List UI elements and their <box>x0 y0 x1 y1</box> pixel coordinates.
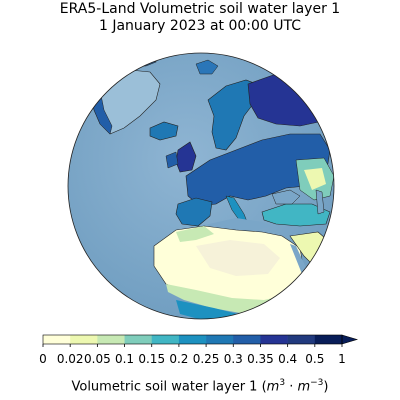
colorbar-label: Volumetric soil water layer 1 (m3 · m−3) <box>0 375 400 395</box>
colorbar-outline <box>42 334 343 345</box>
colorbar-segment <box>124 335 153 344</box>
colorbar-segment <box>287 335 316 344</box>
colorbar-segment <box>70 335 98 344</box>
sahara-dry-core <box>196 240 280 276</box>
colorbar-segment <box>206 335 234 344</box>
map-title: ERA5-Land Volumetric soil water layer 1 <box>59 1 341 17</box>
maghreb-wet <box>176 226 214 242</box>
iceland <box>149 121 179 141</box>
colorbar-segment <box>151 335 180 344</box>
svalbard <box>195 59 219 75</box>
finland-russia-north <box>247 73 329 127</box>
black-sea <box>271 189 301 205</box>
colorbar-tick-label: 0.2 <box>169 352 189 366</box>
colorbar-label-unit-m1: m <box>266 379 280 395</box>
colorbar-tick-label: 0.5 <box>305 352 325 366</box>
iberia <box>175 197 213 227</box>
colorbar-tick-label: 0.15 <box>138 352 166 366</box>
colorbar <box>42 334 359 347</box>
colorbar-tick-label: 0.25 <box>192 352 220 366</box>
colorbar-tick-label: 0.3 <box>223 352 243 366</box>
map-subtitle: 1 January 2023 at 00:00 UTC <box>98 18 302 34</box>
colorbar-segment <box>178 335 207 344</box>
turkey-caucasus <box>261 203 331 227</box>
globe-surface <box>68 53 334 319</box>
colorbar-label-dot: · <box>285 379 298 395</box>
colorbar-tick-label: 0 <box>39 352 47 366</box>
red-sea <box>290 244 308 274</box>
colorbar-tick-label: 1 <box>338 352 346 366</box>
colorbar-segment <box>260 335 288 344</box>
colorbar-tick-label: 0.02 <box>56 352 84 366</box>
colorbar-tick-label: 0.35 <box>247 352 274 366</box>
colorbar-segment <box>43 335 71 344</box>
colorbar-label-close: ) <box>323 379 329 395</box>
colorbar-label-exp2: −3 <box>310 378 324 388</box>
colorbar-label-exp1: 3 <box>279 378 286 388</box>
colorbar-segment <box>233 335 261 344</box>
colorbar-label-text: Volumetric soil water layer 1 ( <box>71 379 267 395</box>
colorbar-extend-arrow <box>341 334 359 345</box>
colorbar-segment <box>314 335 343 344</box>
colorbar-label-unit-m2: m <box>297 379 311 395</box>
colorbar-tick-label: 0.05 <box>84 352 111 366</box>
scandinavia <box>207 79 263 151</box>
colorbar-tick-label: 0.1 <box>114 352 135 366</box>
globe-outline <box>67 52 335 320</box>
ireland <box>165 151 179 169</box>
colorbar-segment <box>97 335 125 344</box>
caspian-sea <box>315 189 325 215</box>
steppe-dry-patch <box>304 168 326 190</box>
colorbar-tick-label: 0.4 <box>278 352 298 366</box>
